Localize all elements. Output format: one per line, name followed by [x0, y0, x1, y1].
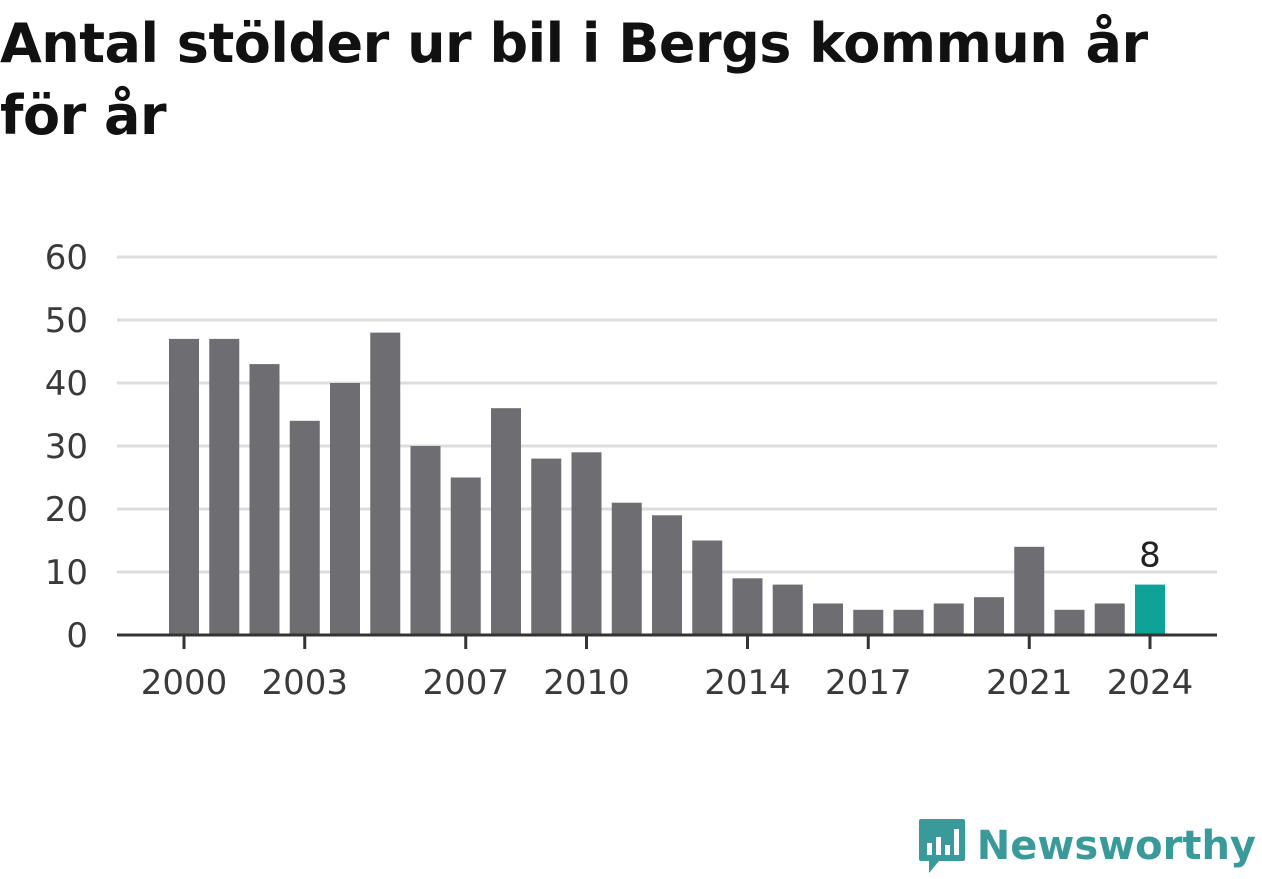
y-axis-tick-labels: 0 10 20 30 40 50 60 [45, 238, 88, 656]
bar-2013 [692, 540, 723, 635]
x-tick-label: 2024 [1107, 663, 1194, 703]
bar-2016 [813, 603, 843, 635]
x-tick-label: 2007 [422, 663, 509, 703]
bar-2003 [289, 420, 320, 635]
bar-2022 [1054, 609, 1085, 635]
bar-2012 [652, 515, 682, 635]
y-tick-label: 60 [45, 238, 88, 278]
data-labels: 8 [1139, 536, 1161, 576]
bar-2007 [450, 477, 481, 635]
bars [169, 332, 1165, 635]
y-tick-label: 20 [45, 490, 88, 530]
y-tick-label: 50 [45, 301, 88, 341]
bar-2024 [1135, 584, 1165, 635]
bar-2011 [611, 502, 642, 635]
chart-title: Antal stölder ur bil i Bergs kommun år f… [0, 12, 1148, 147]
bar-2004 [330, 383, 360, 635]
bar-2009 [531, 458, 562, 635]
bar-2008 [491, 408, 521, 635]
bar-2019 [933, 603, 964, 635]
bar-2015 [772, 584, 803, 635]
x-tick-label: 2014 [704, 663, 791, 703]
newsworthy-logo-icon [918, 819, 965, 873]
x-tick-label: 2017 [825, 663, 912, 703]
brand-logo: Newsworthy [917, 817, 1256, 875]
x-tick-label: 2003 [261, 663, 348, 703]
bar-2000 [169, 338, 199, 635]
x-tick-label: 2021 [986, 663, 1073, 703]
data-label-highlight: 8 [1139, 536, 1161, 576]
y-tick-label: 10 [45, 553, 88, 593]
bar-2017 [853, 609, 884, 635]
brand-name: Newsworthy [976, 823, 1256, 869]
x-tick-label: 2010 [543, 663, 630, 703]
bar-2002 [249, 364, 280, 635]
bar-2006 [410, 446, 441, 635]
bar-2010 [571, 452, 602, 635]
bar-2023 [1094, 603, 1125, 635]
y-tick-label: 40 [45, 364, 88, 404]
bar-2014 [732, 578, 763, 635]
bar-2005 [370, 332, 401, 635]
bar-2021 [1014, 546, 1045, 635]
y-tick-label: 0 [66, 616, 88, 656]
bar-2001 [209, 338, 240, 635]
x-axis-ticks: 2000 2003 2007 2010 2014 2017 2021 2024 [141, 635, 1194, 703]
y-tick-label: 30 [45, 427, 88, 467]
bar-2020 [974, 597, 1004, 635]
bar-2018 [893, 609, 924, 635]
x-tick-label: 2000 [141, 663, 228, 703]
